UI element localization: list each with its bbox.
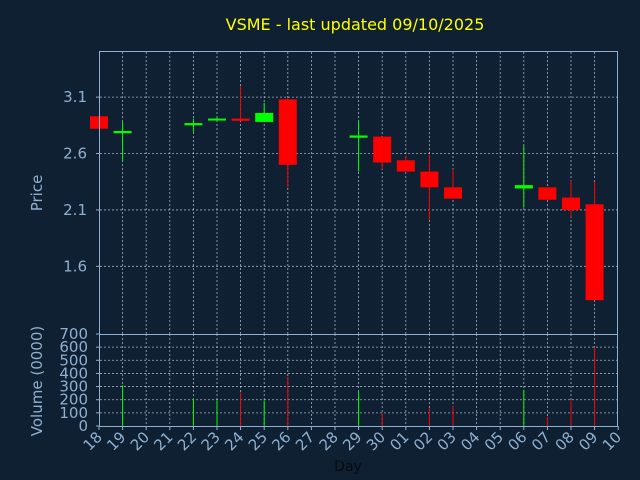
x-tick-label-26: 26 [268, 428, 294, 454]
price-y-ticks: 1.6 2.1 2.6 3.1 [63, 88, 100, 275]
volume-y-tick-label: 300 [59, 378, 88, 396]
x-tick-label-20: 20 [127, 428, 153, 454]
x-tick-label-27: 27 [292, 428, 318, 454]
volume-axis-label: Volume (0000) [28, 326, 46, 436]
x-tick-label-06: 06 [504, 428, 530, 454]
candle-body-07 [538, 187, 557, 200]
volume-y-tick-label: 500 [59, 351, 88, 369]
candle-body-02 [420, 171, 439, 188]
x-tick-label-19: 19 [103, 428, 129, 454]
x-tick-label-05: 05 [481, 428, 507, 454]
x-tick-label-21: 21 [150, 428, 176, 454]
volume-y-tick-label: 600 [59, 338, 88, 356]
candle-body-03 [444, 187, 462, 199]
price-candles [90, 85, 604, 301]
x-tick-label-10: 10 [599, 428, 625, 454]
candle-body-30 [373, 136, 392, 163]
candle-body-08 [562, 197, 580, 210]
chart-title: VSME - last updated 09/10/2025 [226, 15, 485, 34]
candle-body-01 [396, 160, 415, 172]
candle-body-25 [255, 112, 274, 122]
x-tick-label-04: 04 [457, 428, 483, 454]
candle-body-29 [349, 135, 368, 138]
candle-body-24 [231, 118, 250, 121]
x-tick-label-03: 03 [434, 428, 460, 454]
price-axis-label: Price [28, 175, 46, 212]
x-tick-label-23: 23 [198, 428, 224, 454]
price-y-tick-label: 1.6 [63, 257, 87, 275]
candle-body-09 [585, 204, 604, 301]
price-y-tick-label: 2.6 [63, 145, 87, 163]
x-tick-label-08: 08 [552, 428, 578, 454]
price-y-tick-label: 2.1 [63, 201, 87, 219]
candle-body-06 [514, 185, 533, 189]
x-tick-label-24: 24 [221, 428, 247, 454]
volume-y-tick-label: 700 [59, 325, 88, 343]
volume-y-tick-label: 200 [59, 391, 88, 409]
volume-bars [122, 347, 596, 426]
volume-y-tick-label: 100 [59, 404, 88, 422]
x-tick-label-02: 02 [410, 428, 436, 454]
x-tick-label-30: 30 [363, 428, 389, 454]
x-axis-label: Day [334, 459, 362, 475]
candle-body-22 [184, 123, 203, 126]
x-tick-label-09: 09 [575, 428, 601, 454]
x-tick-label-28: 28 [316, 428, 342, 454]
candle-body-19 [113, 130, 132, 134]
candle-body-26 [278, 99, 297, 165]
x-tick-label-29: 29 [339, 428, 365, 454]
price-y-tick-label: 3.1 [63, 88, 87, 106]
candle-body-23 [208, 118, 226, 121]
x-tick-label-25: 25 [245, 428, 271, 454]
x-tick-label-01: 01 [386, 428, 412, 454]
volume-y-tick-label: 400 [59, 364, 88, 382]
volume-y-tick-label: 0 [78, 417, 88, 435]
x-tick-labels: 1819202122232425262728293001020304050607… [80, 426, 625, 454]
x-tick-label-22: 22 [174, 428, 200, 454]
x-tick-label-07: 07 [528, 428, 554, 454]
